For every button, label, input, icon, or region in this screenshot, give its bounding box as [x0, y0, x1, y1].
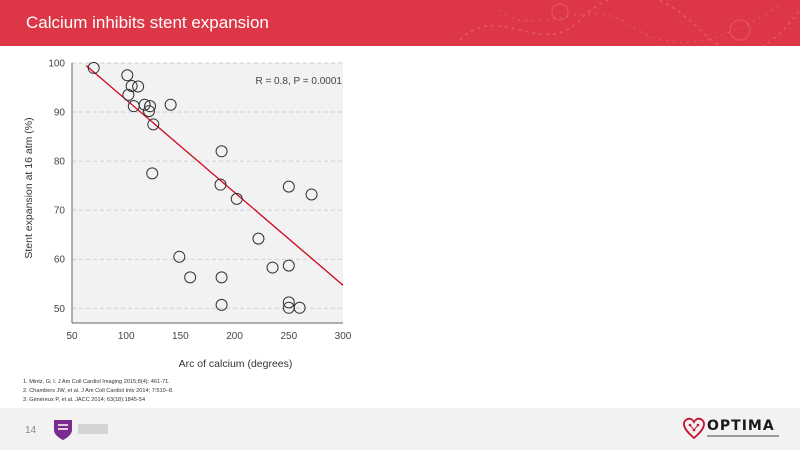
reference-item: 2. Chambers JW, et al. J Am Coll Cardiol…: [23, 388, 174, 394]
x-tick-label: 300: [335, 331, 352, 342]
data-point: [122, 88, 135, 101]
x-tick-label: 250: [280, 331, 297, 342]
data-point: [142, 105, 155, 118]
x-tick-label: 150: [172, 331, 189, 342]
correlation-annotation: R = 0.8, P = 0.0001: [255, 76, 342, 87]
data-point: [252, 232, 265, 245]
data-point: [147, 118, 160, 131]
data-point: [282, 259, 295, 272]
trend-line: [85, 64, 344, 286]
heart-circuit-logo: [683, 417, 705, 440]
data-point: [266, 261, 279, 274]
x-axis-label: Arc of calcium (degrees): [179, 358, 293, 370]
brand-logo-text: OPTIMA: [707, 418, 775, 434]
reference-item: 1. Mintz, G; I. J Am Coll Cardiol Imagin…: [23, 379, 170, 385]
decorative-swirl-pattern: [459, 0, 800, 46]
data-point: [214, 178, 227, 191]
scatter-chart: 50 60 70 80 90 100 50 100 150 200 250 300 Arc of cal…: [23, 59, 352, 371]
data-point: [293, 301, 306, 314]
y-tick-label: 50: [54, 304, 66, 315]
chart-container: 50 60 70 80 90 100 50 100 150 200 250 300 Arc of cal…: [0, 46, 800, 376]
data-point: [305, 188, 318, 201]
data-point: [282, 296, 295, 309]
brand-logo-underline: [707, 435, 779, 437]
x-tick-label: 200: [226, 331, 243, 342]
data-point: [173, 250, 186, 263]
data-point: [215, 145, 228, 158]
y-tick-label: 100: [48, 59, 65, 70]
data-point: [125, 80, 138, 93]
data-point: [121, 69, 134, 82]
page-number: 14: [25, 425, 37, 436]
data-point: [215, 271, 228, 284]
slide-footer: 14 OPTIMA: [0, 408, 800, 450]
data-point: [132, 80, 145, 93]
data-point: [215, 298, 228, 311]
y-axis-label: Stent expansion at 16 atm (%): [23, 117, 35, 258]
data-point: [138, 98, 151, 111]
shield-crest-logo: [54, 420, 108, 440]
y-tick-label: 60: [54, 255, 66, 266]
x-tick-label: 50: [66, 331, 78, 342]
reference-item: 3. Généreux P, et al. JACC 2014; 63(18):…: [23, 397, 146, 403]
references: 1. Mintz, G; I. J Am Coll Cardiol Imagin…: [23, 378, 173, 405]
slide-title: Calcium inhibits stent expansion: [26, 13, 269, 32]
data-point: [184, 271, 197, 284]
data-point: [87, 61, 100, 74]
y-tick-label: 90: [54, 108, 66, 119]
y-tick-label: 70: [54, 206, 66, 217]
data-point: [282, 180, 295, 193]
data-point: [144, 100, 157, 113]
data-point: [164, 98, 177, 111]
x-tick-label: 100: [118, 331, 135, 342]
y-tick-label: 80: [54, 157, 66, 168]
slide-header: Calcium inhibits stent expansion: [0, 0, 800, 46]
data-point: [230, 192, 243, 205]
plot-area: [72, 63, 343, 323]
data-point: [146, 167, 159, 180]
